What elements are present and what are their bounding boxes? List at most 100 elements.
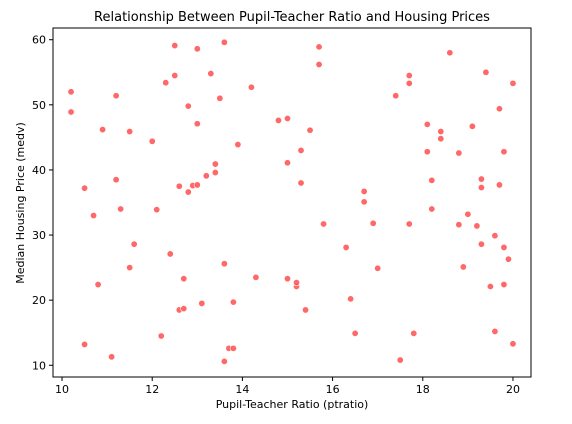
data-point xyxy=(112,92,120,100)
data-point xyxy=(247,83,255,91)
data-point xyxy=(405,220,413,228)
data-point xyxy=(495,181,503,189)
data-point xyxy=(283,115,291,123)
chart-title: Relationship Between Pupil-Teacher Ratio… xyxy=(94,10,490,25)
data-point xyxy=(428,205,436,213)
data-point xyxy=(477,175,485,183)
data-point xyxy=(320,220,328,228)
data-point xyxy=(500,243,508,251)
data-point xyxy=(423,148,431,156)
data-point xyxy=(351,329,359,337)
data-point xyxy=(171,72,179,80)
data-point xyxy=(360,198,368,206)
x-tick-label: 16 xyxy=(326,383,340,396)
data-point xyxy=(81,184,89,192)
data-point xyxy=(509,79,517,87)
x-axis: 10 12 14 16 18 20 xyxy=(55,377,520,396)
data-point xyxy=(306,126,314,134)
data-point xyxy=(126,128,134,136)
data-point xyxy=(220,357,228,365)
data-point xyxy=(342,243,350,251)
data-point xyxy=(455,149,463,157)
data-point xyxy=(392,92,400,100)
data-point xyxy=(360,187,368,195)
data-point xyxy=(211,160,219,168)
data-point xyxy=(274,116,282,124)
data-point xyxy=(234,141,242,149)
data-point xyxy=(410,329,418,337)
data-point xyxy=(405,72,413,80)
data-point xyxy=(112,176,120,184)
data-point xyxy=(509,340,517,348)
data-point xyxy=(428,176,436,184)
data-point xyxy=(94,281,102,289)
x-tick-label: 12 xyxy=(145,383,159,396)
y-axis: 10 20 30 40 50 60 xyxy=(32,34,53,372)
y-tick-label: 30 xyxy=(32,229,46,242)
data-point xyxy=(347,295,355,303)
data-point xyxy=(157,332,165,340)
data-point xyxy=(67,88,75,96)
y-tick-label: 40 xyxy=(32,164,46,177)
data-point xyxy=(491,327,499,335)
data-point xyxy=(108,353,116,361)
data-point xyxy=(81,340,89,348)
data-point xyxy=(396,356,404,364)
data-point xyxy=(491,232,499,240)
data-point xyxy=(500,148,508,156)
data-point xyxy=(171,42,179,50)
data-point xyxy=(193,181,201,189)
data-point xyxy=(184,102,192,110)
x-tick-label: 20 xyxy=(506,383,520,396)
y-tick-label: 50 xyxy=(32,99,46,112)
data-point xyxy=(211,169,219,177)
data-point xyxy=(293,279,301,287)
x-tick-label: 10 xyxy=(55,383,69,396)
data-point xyxy=(252,273,260,281)
data-point xyxy=(369,219,377,227)
data-point xyxy=(67,108,75,116)
y-axis-label: Median Housing Price (medv) xyxy=(14,122,27,284)
data-point xyxy=(464,210,472,218)
data-point xyxy=(220,38,228,46)
data-point xyxy=(202,172,210,180)
data-point xyxy=(455,221,463,229)
data-point xyxy=(90,212,98,220)
y-tick-label: 20 xyxy=(32,294,46,307)
data-point xyxy=(193,120,201,128)
data-point xyxy=(477,184,485,192)
data-point xyxy=(184,188,192,196)
y-tick-label: 60 xyxy=(32,34,46,47)
data-point xyxy=(162,79,170,87)
data-point xyxy=(207,70,215,78)
data-point xyxy=(486,282,494,290)
data-point xyxy=(166,250,174,258)
data-point xyxy=(148,137,156,145)
data-point xyxy=(495,105,503,113)
data-point xyxy=(315,60,323,68)
x-tick-label: 14 xyxy=(235,383,249,396)
data-point xyxy=(283,275,291,283)
data-point xyxy=(437,135,445,143)
data-point xyxy=(482,68,490,76)
data-point xyxy=(175,182,183,190)
data-point xyxy=(180,305,188,313)
data-point xyxy=(193,45,201,53)
y-tick-label: 10 xyxy=(32,359,46,372)
data-point xyxy=(126,264,134,272)
data-point xyxy=(180,275,188,283)
data-point xyxy=(504,255,512,263)
data-point xyxy=(153,206,161,214)
data-point xyxy=(198,299,206,307)
data-point xyxy=(437,128,445,136)
data-point xyxy=(229,344,237,352)
data-point xyxy=(283,159,291,167)
data-point xyxy=(468,122,476,130)
data-point xyxy=(473,222,481,230)
data-point xyxy=(229,298,237,306)
data-point xyxy=(297,146,305,154)
x-tick-label: 18 xyxy=(416,383,430,396)
data-points xyxy=(67,38,517,365)
data-point xyxy=(405,79,413,87)
data-point xyxy=(315,43,323,51)
